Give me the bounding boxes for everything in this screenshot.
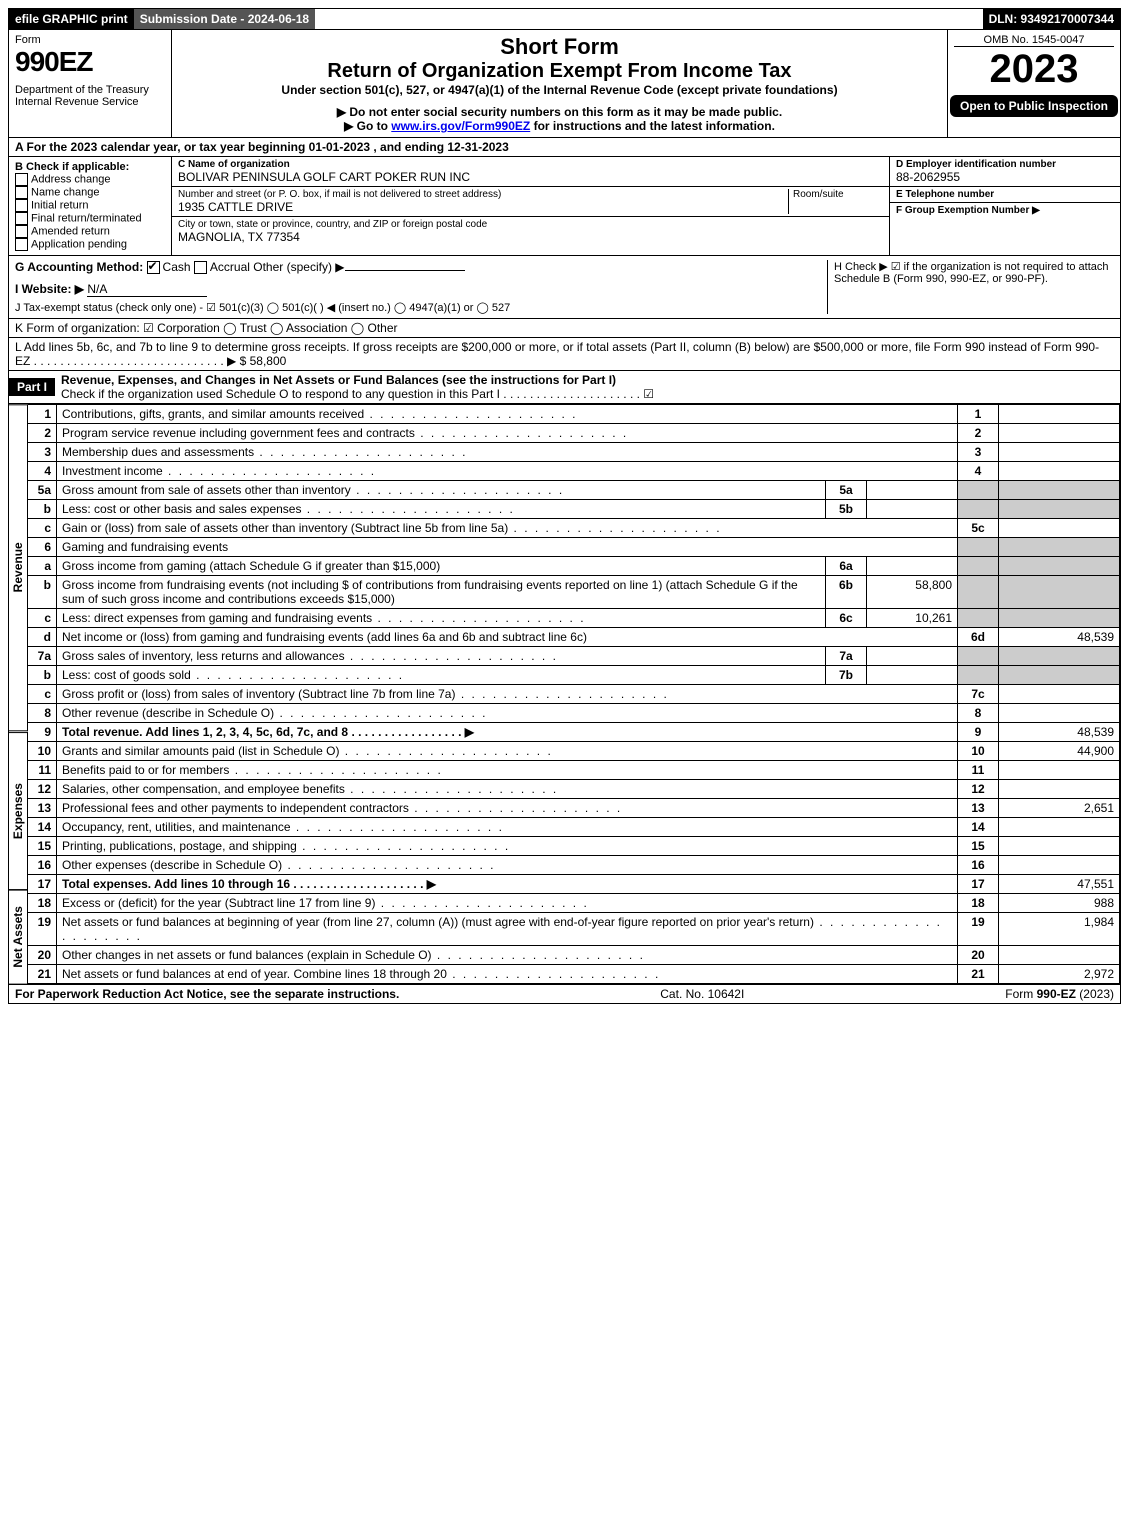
vlabel-expenses: Expenses xyxy=(9,732,28,890)
link-row: ▶ Go to www.irs.gov/Form990EZ for instru… xyxy=(344,119,775,133)
link-post: for instructions and the latest informat… xyxy=(534,119,775,133)
row-h: H Check ▶ ☑ if the organization is not r… xyxy=(827,260,1114,314)
lines-table: 1Contributions, gifts, grants, and simil… xyxy=(28,404,1120,984)
part1-body: Revenue Expenses Net Assets 1Contributio… xyxy=(8,404,1121,985)
footer: For Paperwork Reduction Act Notice, see … xyxy=(8,985,1121,1004)
top-bar: efile GRAPHIC print Submission Date - 20… xyxy=(8,8,1121,30)
part1-tag: Part I xyxy=(9,378,55,396)
org-name: BOLIVAR PENINSULA GOLF CART POKER RUN IN… xyxy=(178,170,883,184)
group-label: F Group Exemption Number ▶ xyxy=(896,205,1114,216)
form-label: Form xyxy=(15,34,165,46)
dln: DLN: 93492170007344 xyxy=(983,9,1120,29)
org-street: 1935 CATTLE DRIVE xyxy=(178,200,788,214)
part1-sub: Check if the organization used Schedule … xyxy=(61,387,654,401)
chk-final[interactable]: Final return/terminated xyxy=(31,212,142,224)
footer-left: For Paperwork Reduction Act Notice, see … xyxy=(15,987,399,1001)
form-number: 990EZ xyxy=(15,46,165,78)
footer-right: Form 990-EZ (2023) xyxy=(1005,987,1114,1001)
efile-label: efile GRAPHIC print xyxy=(9,9,134,29)
street-label: Number and street (or P. O. box, if mail… xyxy=(178,189,501,200)
lbl-cash: Cash xyxy=(163,260,191,274)
vlabel-revenue: Revenue xyxy=(9,404,28,731)
phone-label: E Telephone number xyxy=(896,189,1114,200)
b-title: B Check if applicable: xyxy=(15,161,165,173)
l-amount: $ 58,800 xyxy=(240,354,287,368)
chk-accrual[interactable] xyxy=(194,261,207,274)
form-header: Form 990EZ Department of the Treasury In… xyxy=(8,30,1121,138)
link-pre: ▶ Go to xyxy=(344,119,391,133)
dept-label: Department of the Treasury Internal Reve… xyxy=(15,84,165,108)
c-name-label: C Name of organization xyxy=(178,159,883,170)
irs-link[interactable]: www.irs.gov/Form990EZ xyxy=(391,119,530,133)
submission-date: Submission Date - 2024-06-18 xyxy=(134,9,315,29)
row-k: K Form of organization: ☑ Corporation ◯ … xyxy=(8,319,1121,338)
return-title: Return of Organization Exempt From Incom… xyxy=(327,60,791,83)
ein-label: D Employer identification number xyxy=(896,159,1114,170)
footer-mid: Cat. No. 10642I xyxy=(660,987,744,1001)
part1-title: Revenue, Expenses, and Changes in Net As… xyxy=(61,373,616,387)
g-label: G Accounting Method: xyxy=(15,260,143,274)
city-label: City or town, state or province, country… xyxy=(178,219,883,230)
chk-name[interactable]: Name change xyxy=(31,186,100,198)
col-b: B Check if applicable: Address change Na… xyxy=(9,157,172,255)
section-bcdef: B Check if applicable: Address change Na… xyxy=(8,157,1121,256)
chk-pending[interactable]: Application pending xyxy=(31,238,127,250)
col-c: C Name of organization BOLIVAR PENINSULA… xyxy=(172,157,889,255)
website-value: N/A xyxy=(87,282,207,297)
ein-value: 88-2062955 xyxy=(896,170,1114,184)
row-gh: G Accounting Method: Cash Accrual Other … xyxy=(8,256,1121,319)
tax-year: 2023 xyxy=(990,47,1079,92)
inspection-badge: Open to Public Inspection xyxy=(950,95,1118,117)
lbl-accrual: Accrual xyxy=(210,260,250,274)
l-text: L Add lines 5b, 6c, and 7b to line 9 to … xyxy=(15,340,1099,368)
chk-initial[interactable]: Initial return xyxy=(31,199,88,211)
part1-header: Part I Revenue, Expenses, and Changes in… xyxy=(8,371,1121,404)
chk-address[interactable]: Address change xyxy=(31,173,111,185)
lbl-other: Other (specify) ▶ xyxy=(253,260,344,274)
chk-cash[interactable] xyxy=(147,261,160,274)
row-a: A For the 2023 calendar year, or tax yea… xyxy=(8,138,1121,157)
i-label: I Website: ▶ xyxy=(15,282,84,296)
row-j: J Tax-exempt status (check only one) - ☑… xyxy=(15,301,821,314)
subtitle: Under section 501(c), 527, or 4947(a)(1)… xyxy=(281,83,837,97)
org-city: MAGNOLIA, TX 77354 xyxy=(178,230,883,244)
chk-amended[interactable]: Amended return xyxy=(31,225,110,237)
room-label: Room/suite xyxy=(788,189,883,214)
ssn-warning: ▶ Do not enter social security numbers o… xyxy=(337,105,782,119)
short-form-title: Short Form xyxy=(500,34,619,60)
col-def: D Employer identification number 88-2062… xyxy=(889,157,1120,255)
omb-no: OMB No. 1545-0047 xyxy=(954,34,1114,47)
row-l: L Add lines 5b, 6c, and 7b to line 9 to … xyxy=(8,338,1121,371)
vlabel-netassets: Net Assets xyxy=(9,890,28,985)
